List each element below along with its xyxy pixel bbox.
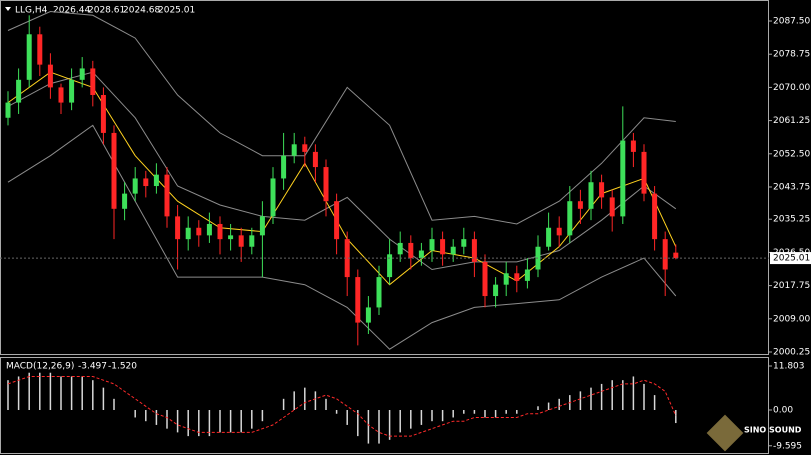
candle-body [206, 223, 212, 236]
close-value: 2025.01 [158, 6, 195, 16]
candle-body [567, 201, 573, 236]
candle-body [312, 151, 318, 168]
candle-body [153, 174, 159, 187]
band-middle [7, 71, 677, 271]
y-tick-label: 2052.50 [773, 149, 810, 159]
y-tick-label: 2000.25 [773, 348, 810, 358]
candle-body [673, 252, 679, 259]
y-tick-label: 2087.50 [773, 17, 810, 27]
y-tick-label: 2035.25 [773, 215, 810, 225]
candle-body [429, 239, 435, 251]
candle-body [100, 94, 106, 133]
candle-body [524, 269, 530, 281]
candle-body [281, 155, 287, 179]
candle-body [79, 68, 85, 80]
candle-body [365, 307, 371, 323]
candle-body [652, 193, 658, 240]
candle-body [37, 34, 43, 65]
candle-body [249, 235, 255, 247]
candle-body [291, 144, 297, 156]
candle-body [58, 87, 64, 103]
candle-body [397, 242, 403, 255]
candle-body [493, 284, 499, 297]
macd-title: MACD(12,26,9) [6, 362, 74, 372]
y-tick-label: 2043.75 [773, 182, 810, 192]
candle-body [217, 223, 223, 240]
candle-body [408, 242, 414, 259]
candle-body [503, 273, 509, 285]
candle-body [376, 277, 382, 308]
signal-line [7, 376, 677, 437]
candle-body [323, 167, 329, 202]
y-tick-label: 2061.25 [773, 116, 810, 126]
candle-body [620, 140, 626, 217]
candle-body [471, 239, 477, 262]
high-value: 2028.61 [88, 6, 125, 16]
y-tick-label: 2009.00 [773, 314, 810, 324]
macd-frame [0, 357, 769, 454]
candle-body [175, 216, 181, 240]
candle-body [302, 144, 308, 152]
y-tick-label: 11.803 [773, 362, 805, 372]
candle-body [122, 193, 128, 209]
y-tick-label: 2017.75 [773, 281, 810, 291]
candle-body [334, 201, 340, 240]
candle-body [238, 235, 244, 247]
y-tick-label: 2078.75 [773, 50, 810, 60]
candle-body [662, 239, 668, 270]
signal-value: -1.520 [108, 362, 137, 372]
price-tag: 2025.01 [773, 254, 810, 264]
candle-body [387, 254, 393, 278]
candle-body [450, 246, 456, 255]
candle-body [185, 227, 191, 240]
candle-body [461, 239, 467, 247]
candle-body [143, 178, 149, 187]
candle-body [47, 64, 53, 88]
candle-body [577, 201, 583, 209]
candle-body [344, 239, 350, 278]
candle-body [599, 182, 605, 198]
candle-body [630, 140, 636, 152]
candle-body [164, 174, 170, 217]
band-upper [7, 10, 676, 225]
candle-body [609, 197, 615, 217]
candle-body [196, 227, 202, 236]
band-lower [7, 124, 677, 350]
candle-body [69, 79, 75, 103]
watermark: SINO SOUND [744, 426, 802, 435]
candle-body [355, 277, 361, 323]
candle-body [418, 250, 424, 259]
open-value: 2026.44 [53, 6, 90, 16]
candle-body [270, 178, 276, 217]
main-frame [0, 0, 769, 355]
candle-body [259, 216, 265, 236]
candle-body [26, 34, 32, 80]
symbol: LLG,H4 [15, 6, 48, 16]
candle-body [228, 235, 234, 240]
candle-body [5, 102, 11, 118]
candle-body [641, 151, 647, 194]
y-tick-label: 0.00 [773, 406, 793, 416]
macd-value: -3.497 [78, 362, 107, 372]
price-tag-bg [770, 252, 811, 265]
candle-body [111, 132, 117, 209]
candle-body [440, 239, 446, 255]
candle-body [514, 273, 520, 281]
candle-body [556, 227, 562, 236]
candle-body [90, 68, 96, 95]
y-tick-label: -9.595 [773, 441, 802, 451]
candle-body [132, 178, 138, 194]
candle-body [546, 227, 552, 247]
y-tick-label: 2070.00 [773, 83, 810, 93]
low-value: 2024.68 [123, 6, 160, 16]
logo-icon [706, 414, 744, 452]
menu-triangle [5, 7, 11, 11]
candle-body [588, 182, 594, 209]
candle-body [16, 79, 22, 103]
candle-body [482, 261, 488, 297]
